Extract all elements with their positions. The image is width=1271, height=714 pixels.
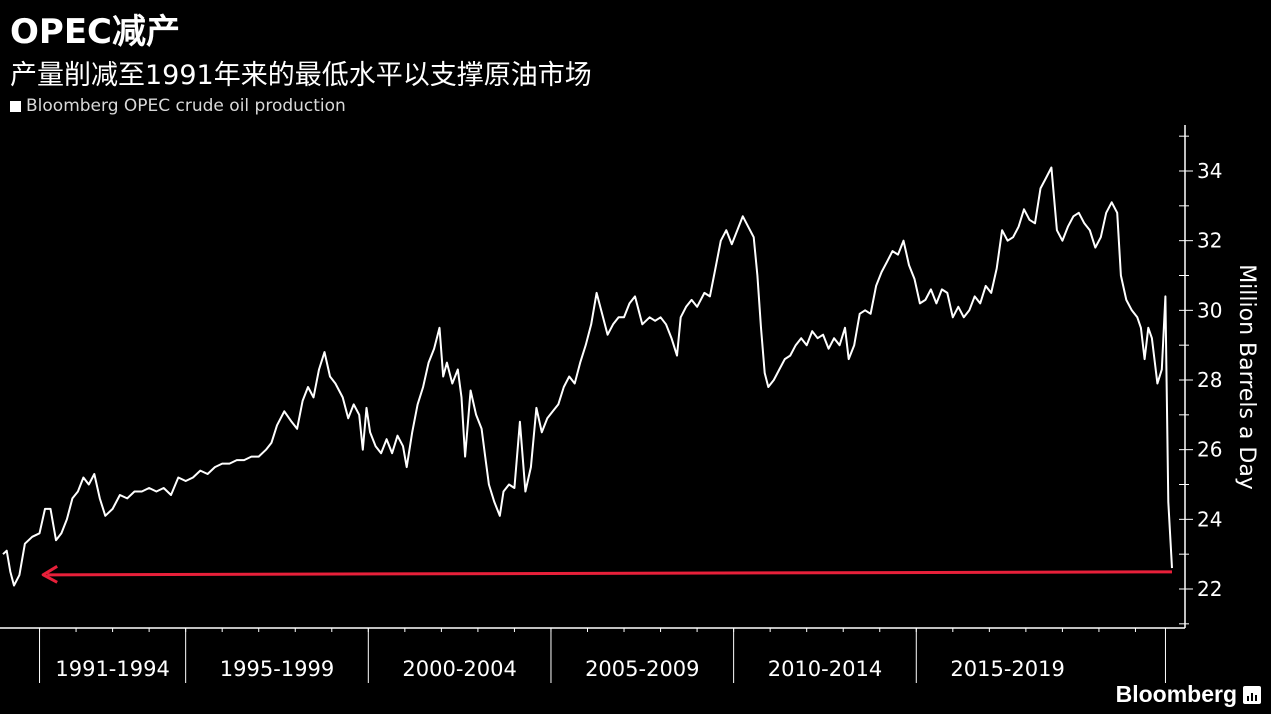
x-group-label: 2005-2009 — [585, 657, 699, 681]
arrow-shaft — [47, 570, 1173, 577]
y-tick-label: 32 — [1197, 229, 1222, 253]
chart-title: OPEC减产 — [10, 12, 180, 52]
y-tick-label: 22 — [1197, 577, 1222, 601]
y-tick-label: 26 — [1197, 438, 1222, 462]
arrow-head — [41, 565, 58, 584]
x-group-label: 1995-1999 — [220, 657, 334, 681]
y-axis-label: Million Barrels a Day — [1234, 264, 1259, 490]
x-group-label: 1991-1994 — [55, 657, 169, 681]
legend-label: Bloomberg OPEC crude oil production — [26, 96, 346, 116]
y-tick-label: 24 — [1197, 507, 1222, 531]
legend-swatch — [10, 100, 21, 112]
bloomberg-logo: Bloomberg — [1116, 681, 1261, 708]
x-axis-groups: 1991-1994 1995-1999 2000-2004 2005-2009 2010… — [39, 628, 1166, 683]
y-tick-label: 34 — [1197, 159, 1222, 183]
y-axis-ticks: 22 24 26 28 30 32 34 — [1179, 135, 1222, 625]
x-group-label: 2010-2014 — [768, 657, 882, 681]
chart-axes — [0, 125, 1186, 629]
bloomberg-terminal-icon — [1243, 685, 1261, 704]
y-tick-label: 30 — [1197, 298, 1222, 322]
legend: Bloomberg OPEC crude oil production — [10, 96, 346, 116]
x-group-label: 2015-2019 — [950, 657, 1064, 681]
y-tick-label: 28 — [1197, 368, 1222, 392]
decline-arrow-annotation — [41, 565, 1173, 584]
brand-text: Bloomberg — [1115, 681, 1237, 707]
series-line-opec-production — [2, 166, 1173, 587]
x-group-label: 2000-2004 — [402, 657, 516, 681]
chart-subtitle: 产量削减至1991年来的最低水平以支撑原油市场 — [10, 60, 592, 91]
